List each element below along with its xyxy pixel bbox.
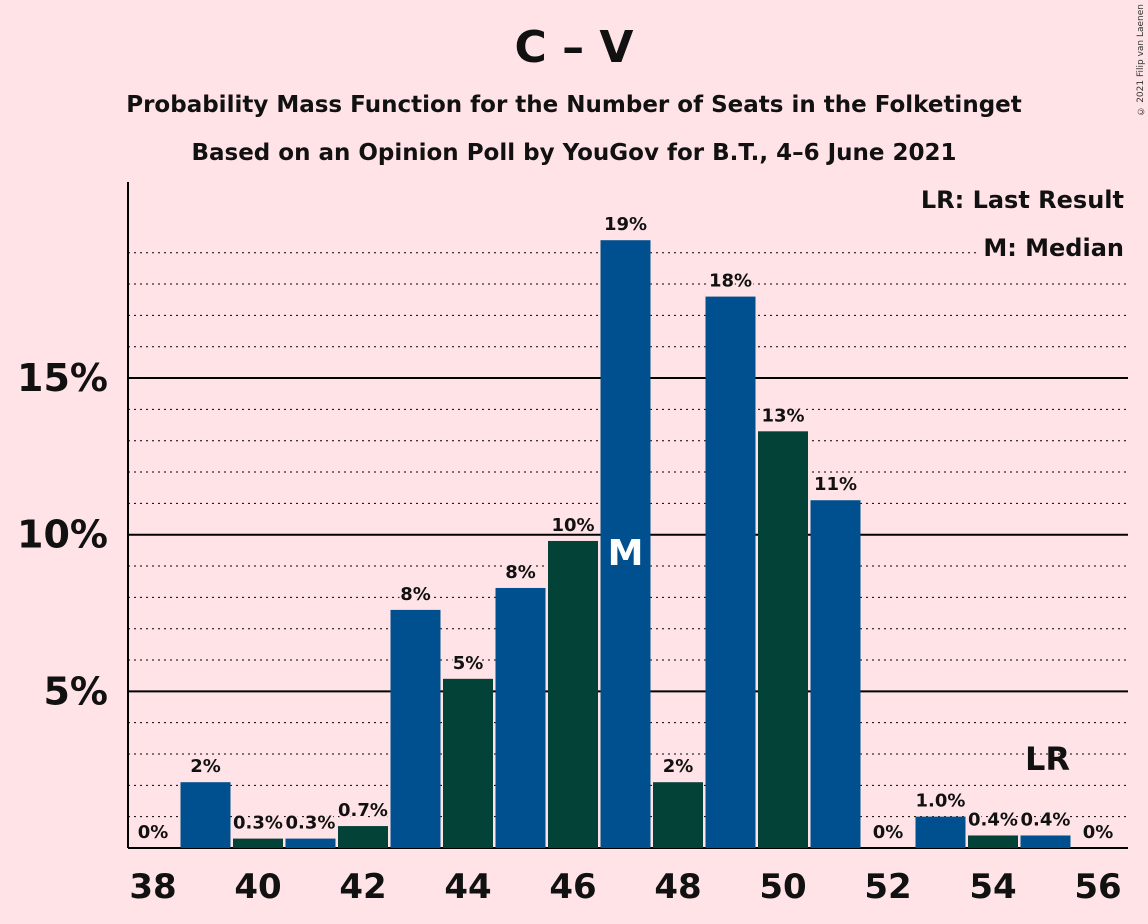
bar-label-seat-45: 8% <box>505 562 536 583</box>
bar-seat-50 <box>758 431 808 848</box>
bar-label-seat-54: 0.4% <box>968 809 1018 830</box>
bar-label-seat-48: 2% <box>663 756 694 777</box>
bar-label-seat-38: 0% <box>138 822 169 843</box>
median-marker: M <box>608 533 644 574</box>
bar-seat-41 <box>285 838 336 848</box>
legend-median: M: Median <box>979 234 1128 262</box>
bar-label-seat-49: 18% <box>709 271 752 292</box>
bar-label-seat-53: 1.0% <box>916 791 966 812</box>
bar-label-seat-56: 0% <box>1083 822 1114 843</box>
y-tick-label: 10% <box>17 513 108 557</box>
bar-seat-42 <box>338 826 388 848</box>
bar-seat-40 <box>233 838 283 848</box>
bar-seat-45 <box>495 587 546 848</box>
x-tick-label: 44 <box>444 867 491 907</box>
x-tick-label: 48 <box>654 867 701 907</box>
bar-label-seat-39: 2% <box>190 756 221 777</box>
chart-title: C – V <box>514 22 634 73</box>
chart-subtitle-1: Probability Mass Function for the Number… <box>126 92 1022 118</box>
y-tick-label: 15% <box>17 356 108 400</box>
bar-seat-49 <box>705 296 756 848</box>
bar-label-seat-52: 0% <box>873 822 904 843</box>
bar-label-seat-41: 0.3% <box>286 813 336 834</box>
x-tick-label: 40 <box>234 867 281 907</box>
x-tick-label: 56 <box>1074 867 1121 907</box>
bar-label-seat-51: 11% <box>814 474 857 495</box>
chart-subtitle-2: Based on an Opinion Poll by YouGov for B… <box>191 140 957 166</box>
bar-label-seat-42: 0.7% <box>338 800 388 821</box>
x-tick-label: 38 <box>129 867 176 907</box>
bar-label-seat-43: 8% <box>400 584 431 605</box>
bar-label-seat-55: 0.4% <box>1021 809 1071 830</box>
bar-seat-43 <box>390 609 441 848</box>
bar-label-seat-46: 10% <box>551 515 594 536</box>
bar-seat-44 <box>443 678 493 848</box>
bar-label-seat-47: 19% <box>604 214 647 235</box>
last-result-marker: LR <box>1025 740 1070 778</box>
legend-last-result: LR: Last Result <box>916 186 1128 214</box>
x-tick-label: 50 <box>759 867 806 907</box>
x-tick-label: 42 <box>339 867 386 907</box>
y-tick-label: 5% <box>43 669 108 713</box>
bar-seat-53 <box>915 816 966 848</box>
x-tick-label: 52 <box>864 867 911 907</box>
bar-seat-54 <box>968 835 1018 848</box>
bar-label-seat-44: 5% <box>453 653 484 674</box>
bar-seat-48 <box>653 782 703 848</box>
x-tick-label: 54 <box>969 867 1016 907</box>
x-tick-label: 46 <box>549 867 596 907</box>
bar-seat-51 <box>810 500 861 848</box>
bar-seat-39 <box>180 782 231 848</box>
bar-seat-46 <box>548 540 598 848</box>
bar-seat-47 <box>600 240 651 848</box>
bar-label-seat-50: 13% <box>761 405 804 426</box>
bar-label-seat-40: 0.3% <box>233 813 283 834</box>
bar-seat-55 <box>1020 835 1071 848</box>
